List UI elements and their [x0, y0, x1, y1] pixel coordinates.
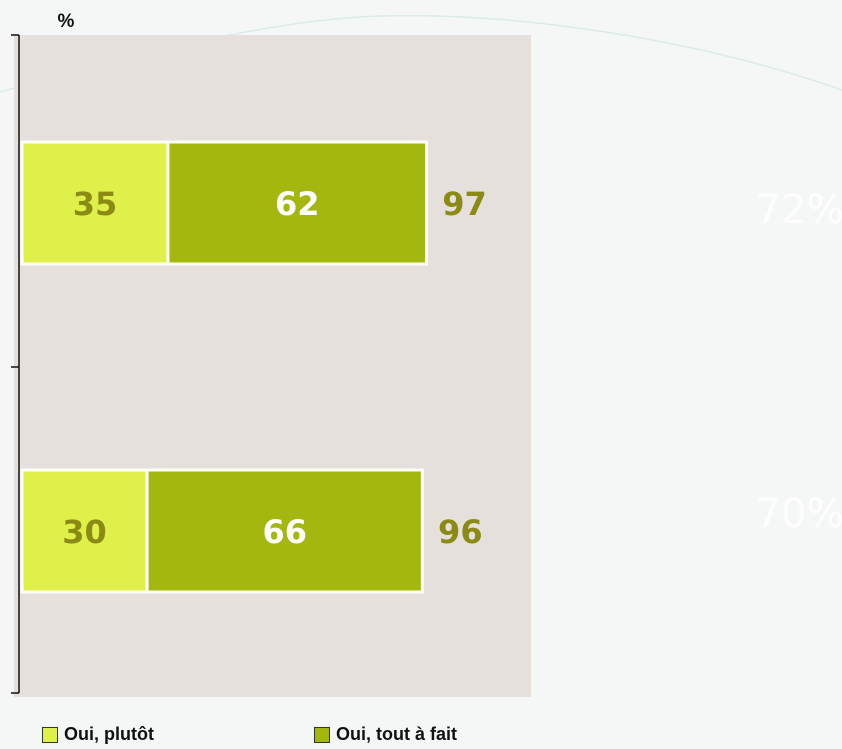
bar-oui-tout-fait-1	[166, 140, 428, 266]
data-label-oui-tout-fait-1: 62	[275, 185, 320, 223]
background-label-1: 72%	[756, 187, 842, 233]
background-label-2: 70%	[756, 491, 842, 537]
bar-oui-plut-t-1	[20, 140, 170, 266]
total-label-1: 97	[442, 185, 487, 223]
y-axis	[11, 34, 20, 694]
legend-label-oui-tout-a-fait: Oui, tout à fait	[336, 724, 457, 744]
bars-group: 35 62 97 30 66 96	[20, 140, 487, 594]
legend-swatch-oui-tout-a-fait	[314, 726, 330, 743]
plot-area	[14, 35, 531, 697]
legend-swatch-oui-plutot	[42, 726, 58, 743]
legend-label-oui-plutot: Oui, plutôt	[64, 724, 154, 744]
data-label-oui-plut-t-1: 35	[73, 185, 118, 223]
data-label-oui-plut-t-2: 30	[62, 513, 107, 551]
legend-item-oui-tout-a-fait: Oui, tout à fait	[314, 724, 457, 745]
total-label-2: 96	[438, 513, 483, 551]
bar-oui-tout-fait-2	[145, 468, 424, 594]
data-label-oui-tout-fait-2: 66	[262, 513, 307, 551]
legend-item-oui-plutot: Oui, plutôt	[42, 724, 154, 745]
legend: Oui, plutôt Oui, tout à fait	[42, 724, 642, 748]
y-axis-unit-label: %	[58, 11, 75, 32]
